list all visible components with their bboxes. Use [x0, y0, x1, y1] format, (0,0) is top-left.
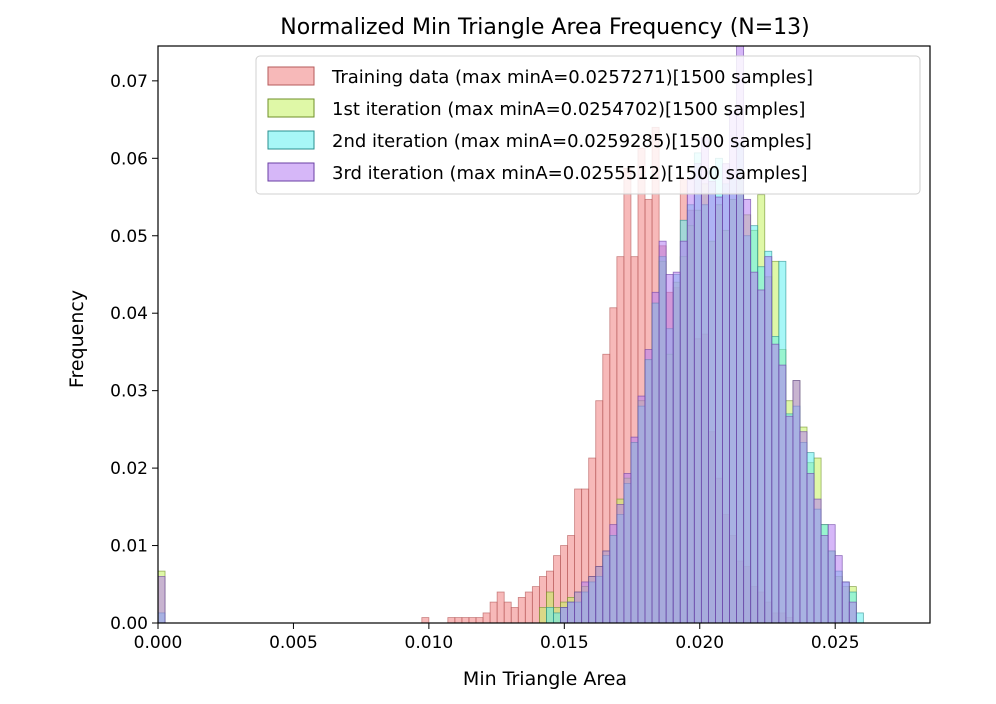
y-axis-label: Frequency [66, 290, 88, 388]
histogram-bar [157, 576, 166, 624]
histogram-bar [700, 136, 709, 624]
y-tick-label: 0.03 [110, 382, 148, 402]
histogram-bar [771, 343, 780, 624]
histogram-bar [421, 617, 430, 624]
histogram-bar [447, 617, 456, 624]
x-tick-label: 0.005 [269, 633, 318, 653]
histogram-bar [834, 555, 843, 624]
histogram-bar [524, 591, 533, 624]
histogram-bar [637, 395, 646, 624]
histogram-bar [785, 415, 794, 624]
legend-swatch [267, 130, 315, 150]
histogram-bar [679, 240, 688, 624]
histogram-bar [602, 550, 611, 624]
histogram-bar [468, 617, 477, 624]
histogram-bar [595, 566, 604, 624]
legend-swatch [267, 162, 315, 182]
histogram-bar [546, 607, 554, 624]
histogram-bar [489, 601, 498, 624]
histogram-bar [848, 601, 857, 624]
y-tick-label: 0.02 [110, 459, 148, 479]
histogram-bar [461, 617, 470, 624]
chart-title: Normalized Min Triangle Area Frequency (… [280, 15, 810, 40]
legend-entry: 1st iteration (max minA=0.0254702)[1500 … [332, 99, 805, 120]
histogram-bar [581, 581, 590, 624]
histogram-bar [743, 198, 752, 624]
histogram-bar [693, 163, 702, 624]
histogram-bar [778, 364, 787, 624]
histogram-bar [539, 607, 547, 624]
histogram-bar [553, 612, 561, 624]
y-tick-label: 0.07 [110, 72, 148, 92]
y-tick-label: 0.06 [110, 149, 148, 169]
y-tick-label: 0.01 [110, 537, 148, 557]
x-axis-label: Min Triangle Area [463, 668, 627, 690]
legend-entry: Training data (max minA=0.0257271)[1500 … [331, 67, 813, 88]
histogram-bar [510, 607, 519, 624]
x-tick-label: 0.010 [405, 633, 454, 653]
histogram-bar [806, 473, 815, 624]
x-tick-label: 0.020 [675, 633, 724, 653]
histogram-bar [475, 617, 484, 624]
histogram-bar [827, 524, 836, 624]
histogram-bar [799, 431, 808, 624]
histogram-bar [855, 612, 864, 624]
histogram-bar [792, 380, 801, 624]
histogram-bar [567, 601, 576, 624]
histogram-bar [517, 597, 526, 624]
histogram-bar [764, 256, 773, 624]
histogram-bar [482, 612, 491, 624]
histogram-bar [588, 576, 597, 624]
histogram-bar [708, 181, 716, 624]
histogram-bar [616, 504, 625, 624]
histogram-bar [658, 240, 667, 624]
histogram-bar [665, 274, 674, 624]
legend-swatch [267, 98, 315, 118]
histogram-bar [757, 289, 766, 624]
histogram-bar [531, 586, 540, 624]
histogram-bar [503, 601, 512, 624]
histogram-bar [686, 178, 695, 624]
legend-swatch [267, 66, 315, 86]
histogram-bar [820, 535, 829, 624]
histogram-bar [750, 271, 759, 624]
histogram-bar [623, 473, 632, 624]
legend-entry: 3rd iteration (max minA=0.0255512)[1500 … [332, 163, 808, 184]
y-tick-label: 0.00 [110, 614, 148, 634]
histogram-bar [672, 271, 681, 624]
histogram-bar [651, 291, 660, 624]
histogram-bar [574, 591, 583, 624]
legend-box [255, 55, 921, 195]
legend: Training data (max minA=0.0257271)[1500 … [255, 55, 921, 195]
histogram-bar [454, 617, 463, 624]
histogram-bar [496, 591, 505, 624]
histogram-bar [630, 436, 639, 624]
y-tick-label: 0.04 [110, 304, 148, 324]
plot-frame [157, 45, 931, 624]
axis-ticks: 0.000 0.005 0.010 0.015 0.020 0.025 0.00 0.01 0.… [110, 72, 859, 653]
y-tick-label: 0.05 [110, 227, 148, 247]
x-tick-label: 0.025 [811, 633, 860, 653]
histogram-bar [841, 581, 850, 624]
histogram-bar [644, 349, 653, 624]
histogram-bar [715, 196, 723, 624]
x-tick-label: 0.015 [540, 633, 589, 653]
histogram-bar [609, 524, 618, 624]
x-tick-label: 0.000 [134, 633, 183, 653]
histogram-bar [560, 607, 568, 624]
histogram-bar [813, 498, 822, 624]
series-4-bars [157, 45, 857, 624]
histogram-bar [722, 163, 730, 624]
legend-entry: 2nd iteration (max minA=0.0259285)[1500 … [332, 131, 812, 152]
